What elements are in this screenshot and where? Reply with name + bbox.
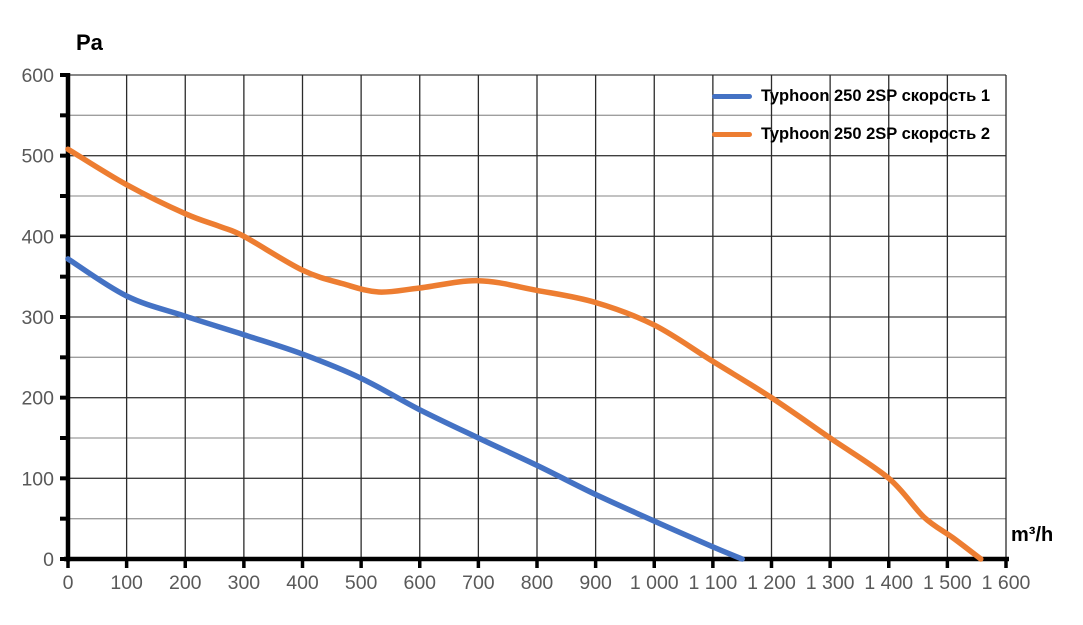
x-tick-label: 1 500 (923, 572, 972, 594)
x-tick-label: 1 000 (630, 572, 679, 594)
x-tick-label: 1 100 (688, 572, 737, 594)
x-tick-label: 1 400 (864, 572, 913, 594)
series-curve-1 (65, 256, 745, 562)
y-tick-label: 600 (21, 65, 54, 87)
x-tick-label: 1 300 (806, 572, 855, 594)
x-tick-label: 1 200 (747, 572, 796, 594)
x-tick-label: 700 (462, 572, 495, 594)
y-axis-unit-label: Pa (76, 30, 103, 55)
legend: Typhoon 250 2SP скорость 1 Typhoon 250 2… (712, 87, 990, 144)
x-axis-unit-label: m³/h (1011, 524, 1054, 546)
legend-line-swatch-speed-1 (712, 94, 752, 99)
series-curve-2 (65, 146, 984, 562)
x-tick-label: 0 (63, 572, 74, 594)
x-tick-label: 300 (228, 572, 261, 594)
x-tick-label: 1 600 (982, 572, 1031, 594)
x-tick-label: 900 (579, 572, 612, 594)
y-tick-label: 100 (21, 468, 54, 490)
legend-label-speed-1: Typhoon 250 2SP скорость 1 (761, 87, 990, 105)
legend-item-speed-1: Typhoon 250 2SP скорость 1 (712, 87, 990, 106)
x-tick-label: 200 (169, 572, 202, 594)
legend-line-swatch-speed-2 (712, 132, 752, 137)
legend-label-speed-2: Typhoon 250 2SP скорость 2 (761, 125, 990, 143)
y-tick-label: 500 (21, 146, 54, 168)
y-tick-label: 200 (21, 388, 54, 410)
y-tick-label: 400 (21, 226, 54, 248)
x-tick-label: 100 (110, 572, 143, 594)
x-tick-label: 800 (521, 572, 554, 594)
y-tick-label: 0 (43, 549, 54, 571)
x-tick-label: 500 (345, 572, 378, 594)
x-tick-label: 600 (403, 572, 436, 594)
x-tick-label: 400 (286, 572, 319, 594)
legend-item-speed-2: Typhoon 250 2SP скорость 2 (712, 125, 990, 144)
y-tick-label: 300 (21, 307, 54, 329)
